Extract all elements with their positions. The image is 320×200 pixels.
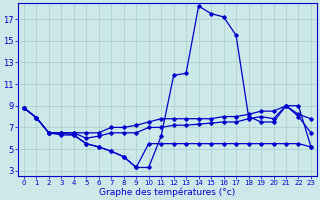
X-axis label: Graphe des températures (°c): Graphe des températures (°c) xyxy=(99,188,236,197)
